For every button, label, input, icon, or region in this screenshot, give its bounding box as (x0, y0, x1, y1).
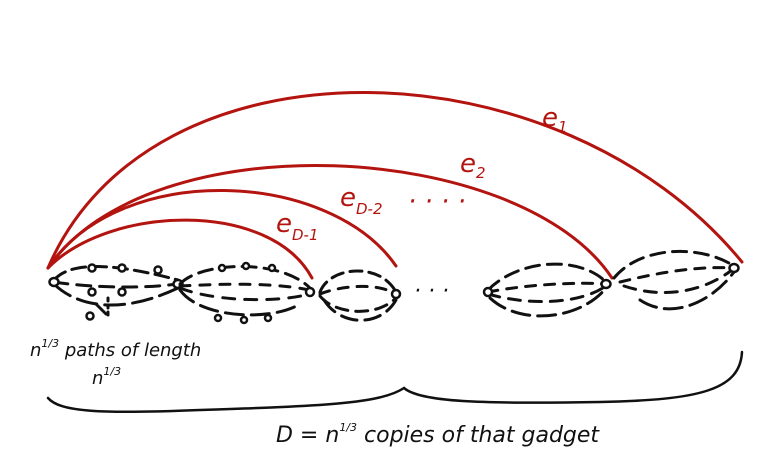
bottom-brace (46, 350, 744, 414)
gadget-node (239, 315, 249, 325)
gadget-5 (612, 249, 736, 311)
edge-ellipsis: · · · · (408, 187, 466, 217)
edge-label-e2: e2 (460, 149, 486, 182)
long-edges (46, 91, 744, 280)
gadget-4-nodes (482, 278, 612, 298)
edge-label-eD-1: eD-1 (276, 209, 319, 244)
gadget-node (390, 288, 402, 300)
gadget-node (48, 276, 60, 288)
gadget-4 (486, 262, 608, 318)
gadget-ellipsis: · · · (414, 279, 449, 304)
paths-annotation-line1: n1/3 paths of length (30, 337, 201, 361)
gadget-node (153, 265, 163, 275)
gadget-node (482, 286, 494, 298)
edge-e2 (46, 163, 614, 280)
gadget-3 (318, 269, 398, 322)
edge-label-e1: e1 (542, 103, 568, 136)
edge-eD-2 (46, 189, 398, 270)
gadget-node (87, 263, 97, 273)
gadget-node (267, 263, 277, 273)
gadget-node (117, 263, 127, 273)
edge-e1 (46, 91, 744, 270)
gadget-caption: D = n1/3 copies of that gadget (276, 421, 600, 448)
gadget-node (600, 278, 612, 290)
paths-annotation-line2: n1/3 (92, 365, 121, 389)
gadget-node (728, 262, 740, 274)
gadget-node (304, 286, 316, 298)
gadget-node (87, 287, 97, 297)
gadget-node (85, 311, 95, 321)
gadget-node (263, 313, 273, 323)
gadget-2 (178, 265, 312, 317)
gadget-node (217, 263, 227, 273)
gadget-1-nodes (48, 263, 184, 321)
edge-eD-1 (46, 218, 314, 280)
gadget-node (117, 287, 127, 297)
gadget-2-nodes (213, 261, 316, 325)
edge-label-eD-2: eD-2 (340, 183, 383, 218)
gadget-node (241, 261, 251, 271)
gadget-node (213, 313, 223, 323)
